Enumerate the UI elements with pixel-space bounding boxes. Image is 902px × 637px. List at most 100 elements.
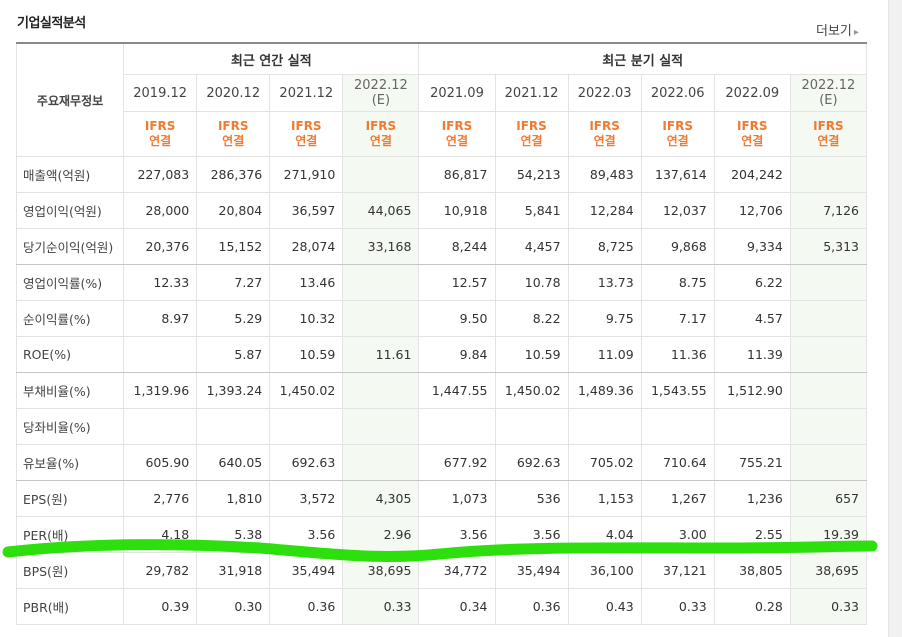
ifrs-label[interactable]: IFRS xyxy=(589,119,620,133)
basis-label[interactable]: 연결 xyxy=(369,134,392,148)
period-label: 2022.12 xyxy=(801,78,856,93)
estimate-mark: (E) xyxy=(371,93,391,108)
table-cell: 35,494 xyxy=(494,552,569,589)
ifrs-badge[interactable]: IFRS 연결 xyxy=(789,111,868,157)
basis-label[interactable]: 연결 xyxy=(149,134,172,148)
table-cell: 1,236 xyxy=(713,480,791,517)
table-cell: 204,242 xyxy=(713,156,791,193)
table-cell: 11.36 xyxy=(640,336,715,373)
ifrs-label[interactable]: IFRS xyxy=(365,119,397,133)
table-row: 순이익률(%) 8.97 5.29 10.32 9.50 8.22 9.75 7.17 4.57 xyxy=(15,300,868,337)
table-cell: 0.36 xyxy=(494,588,569,625)
ifrs-label[interactable]: IFRS xyxy=(662,119,693,133)
basis-label[interactable]: 연결 xyxy=(520,134,543,148)
table-cell: 10.59 xyxy=(269,336,344,373)
table-cell: 1,153 xyxy=(567,480,642,517)
table-cell: 7.27 xyxy=(196,264,271,301)
basis-label[interactable]: 연결 xyxy=(666,134,689,148)
table-row: 영업이익률(%) 12.33 7.27 13.46 12.57 10.78 13.73 8.7… xyxy=(15,264,868,301)
ifrs-label[interactable]: IFRS xyxy=(441,119,473,133)
period-header: 2022.06 xyxy=(640,74,715,112)
table-cell: 12,706 xyxy=(713,192,791,229)
ifrs-badge[interactable]: IFRS 연결 xyxy=(196,111,271,157)
table-cell: 37,121 xyxy=(640,552,715,589)
period-label: 2020.12 xyxy=(206,85,261,101)
table-cell: 0.43 xyxy=(567,588,642,625)
basis-label[interactable]: 연결 xyxy=(817,134,840,148)
period-header: 2021.09 xyxy=(418,74,496,112)
table-cell: 657 xyxy=(789,480,868,517)
ifrs-badge[interactable]: IFRS 연결 xyxy=(269,111,344,157)
basis-label[interactable]: 연결 xyxy=(222,134,245,148)
table-cell: 1,543.55 xyxy=(640,372,715,409)
table-cell: 89,483 xyxy=(567,156,642,193)
period-label: 2022.12 xyxy=(354,78,408,93)
table-row: 당기순이익(억원) 20,376 15,152 28,074 33,168 8,244 4,… xyxy=(15,228,868,265)
more-link-label[interactable]: 더보기 xyxy=(816,24,852,39)
estimate-mark: (E) xyxy=(819,93,838,108)
table-cell: 710.64 xyxy=(640,444,715,481)
table-cell: 12.57 xyxy=(418,264,496,301)
table-cell: 705.02 xyxy=(567,444,642,481)
table-row: BPS(원) 29,782 31,918 35,494 38,695 34,772 35,4… xyxy=(15,552,868,589)
ifrs-label[interactable]: IFRS xyxy=(217,119,249,133)
table-cell: 8,244 xyxy=(418,228,496,265)
basis-label[interactable]: 연결 xyxy=(593,134,616,148)
ifrs-badge[interactable]: IFRS 연결 xyxy=(418,111,496,157)
table-cell: 3.00 xyxy=(640,516,715,553)
scrollbar[interactable] xyxy=(888,0,902,637)
table-cell xyxy=(342,372,420,409)
table-cell: 1,512.90 xyxy=(713,372,791,409)
table-cell: 5,841 xyxy=(494,192,569,229)
table-cell xyxy=(789,156,868,193)
ifrs-label[interactable]: IFRS xyxy=(737,119,768,133)
table-cell: 677.92 xyxy=(418,444,496,481)
table-cell: 3,572 xyxy=(269,480,344,517)
table-cell: 1,450.02 xyxy=(494,372,569,409)
period-label: 2022.09 xyxy=(725,85,780,101)
table-cell: 2.55 xyxy=(713,516,791,553)
table-row: ROE(%) 5.87 10.59 11.61 9.84 10.59 11.09 11.36 1… xyxy=(15,336,868,373)
ifrs-badge[interactable]: IFRS 연결 xyxy=(123,111,198,157)
ifrs-badge[interactable]: IFRS 연결 xyxy=(713,111,791,157)
table-cell: 38,695 xyxy=(789,552,868,589)
table-cell: 10.59 xyxy=(494,336,569,373)
table-cell xyxy=(269,408,344,445)
table-cell: 9.50 xyxy=(418,300,496,337)
table-row: 매출액(억원) 227,083 286,376 271,910 86,817 54,213… xyxy=(15,156,868,193)
table-row: EPS(원) 2,776 1,810 3,572 4,305 1,073 536 1,153 1… xyxy=(15,480,868,517)
ifrs-label[interactable]: IFRS xyxy=(144,119,176,133)
ifrs-badge[interactable]: IFRS 연결 xyxy=(342,111,420,157)
table-cell: 1,267 xyxy=(640,480,715,517)
basis-label[interactable]: 연결 xyxy=(295,134,318,148)
ifrs-badge[interactable]: IFRS 연결 xyxy=(640,111,715,157)
row-label: PER(배) xyxy=(15,516,125,553)
basis-label[interactable]: 연결 xyxy=(741,134,764,148)
ifrs-badge[interactable]: IFRS 연결 xyxy=(494,111,569,157)
table-cell: 5.29 xyxy=(196,300,271,337)
period-label: 2022.06 xyxy=(650,85,705,101)
table-cell: 28,000 xyxy=(123,192,198,229)
table-cell xyxy=(789,336,868,373)
basis-label[interactable]: 연결 xyxy=(445,134,468,148)
table-cell: 4.57 xyxy=(713,300,791,337)
period-header: 2020.12 xyxy=(196,74,271,112)
row-label: EPS(원) xyxy=(15,480,125,517)
table-cell: 3.56 xyxy=(269,516,344,553)
ifrs-label[interactable]: IFRS xyxy=(516,119,547,133)
table-cell: 605.90 xyxy=(123,444,198,481)
financial-summary-table: 주요재무정보 최근 연간 실적 최근 분기 실적 2019.12 2020.12 2… xyxy=(15,42,868,625)
ifrs-label[interactable]: IFRS xyxy=(291,119,322,133)
row-label: 순이익률(%) xyxy=(15,300,125,337)
table-cell: 1,810 xyxy=(196,480,271,517)
table-cell: 7,126 xyxy=(789,192,868,229)
table-cell: 5.38 xyxy=(196,516,271,553)
ifrs-label[interactable]: IFRS xyxy=(813,119,844,133)
table-cell: 9.75 xyxy=(567,300,642,337)
ifrs-badge[interactable]: IFRS 연결 xyxy=(567,111,642,157)
more-link[interactable]: 더보기 ▸ xyxy=(816,20,859,39)
table-cell: 5.87 xyxy=(196,336,271,373)
table-cell: 692.63 xyxy=(269,444,344,481)
table-cell: 536 xyxy=(494,480,569,517)
table-cell: 13.46 xyxy=(269,264,344,301)
